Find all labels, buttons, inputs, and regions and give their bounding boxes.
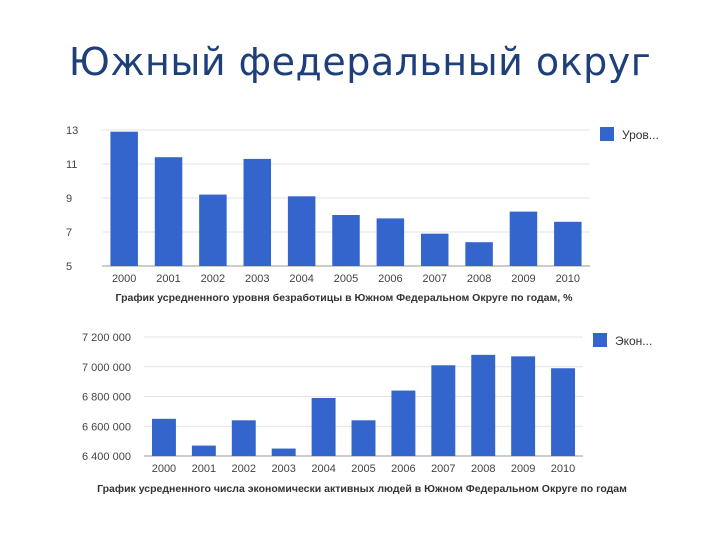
x-tick-label: 2001 <box>192 463 216 475</box>
y-tick-label: 7 200 000 <box>82 332 131 344</box>
y-tick-label: 7 000 000 <box>82 362 131 374</box>
bar <box>465 242 493 266</box>
bar <box>351 420 376 456</box>
x-tick-label: 2009 <box>511 273 535 285</box>
bar <box>376 218 405 266</box>
legend-label: Экон... <box>615 334 652 348</box>
x-tick-label: 2009 <box>511 463 535 475</box>
bar <box>231 420 256 456</box>
chart-caption: График усредненного числа экономически а… <box>97 483 627 495</box>
x-tick-label: 2007 <box>422 273 446 285</box>
legend-label: Уров... <box>622 128 659 142</box>
x-tick-label: 2002 <box>201 273 225 285</box>
bar <box>391 390 416 456</box>
chart-caption: График усредненного уровня безработицы в… <box>116 292 574 304</box>
x-tick-label: 2008 <box>467 273 491 285</box>
slide-title: Южный федеральный округ <box>68 40 652 84</box>
active-population-chart: 7 200 000 7 000 000 6 800 000 6 600 000 6 40… <box>82 332 652 495</box>
x-tick-label: 2003 <box>271 463 295 475</box>
legend-swatch <box>600 127 614 141</box>
x-tick-label: 2008 <box>471 463 495 475</box>
x-tick-label: 2006 <box>378 273 402 285</box>
x-tick-label: 2005 <box>351 463 375 475</box>
bar <box>551 368 576 456</box>
x-tick-label: 2004 <box>289 273 313 285</box>
y-tick-label: 7 <box>66 227 72 239</box>
unemployment-chart: 13 11 9 7 5 2000 2001 2002 2003 2004 2005 2006 2007 2… <box>66 125 659 304</box>
x-tick-label: 2000 <box>112 273 136 285</box>
bar <box>471 354 496 456</box>
x-tick-label: 2010 <box>551 463 575 475</box>
x-tick-label: 2006 <box>391 463 415 475</box>
bar <box>271 448 296 456</box>
y-tick-label: 6 400 000 <box>82 451 131 463</box>
x-tick-label: 2001 <box>156 273 180 285</box>
y-tick-label: 13 <box>66 125 78 137</box>
x-tick-label: 2007 <box>431 463 455 475</box>
bar <box>509 211 538 266</box>
bar <box>199 194 227 266</box>
bar <box>431 365 456 456</box>
y-tick-label: 6 800 000 <box>82 392 131 404</box>
y-tick-label: 5 <box>66 261 72 273</box>
bar <box>154 157 183 266</box>
x-tick-label: 2005 <box>334 273 358 285</box>
x-tick-label: 2004 <box>311 463 335 475</box>
bar <box>511 356 536 456</box>
y-tick-label: 9 <box>66 193 72 205</box>
y-tick-label: 6 600 000 <box>82 421 131 433</box>
bar <box>311 397 336 456</box>
x-tick-label: 2010 <box>556 273 580 285</box>
bar <box>332 215 360 266</box>
bar <box>287 196 316 266</box>
bar <box>151 418 176 456</box>
bar <box>243 158 272 266</box>
x-tick-label: 2000 <box>152 463 176 475</box>
x-tick-label: 2002 <box>232 463 256 475</box>
x-tick-label: 2003 <box>245 273 269 285</box>
y-tick-label: 11 <box>66 159 77 171</box>
bar <box>110 131 138 266</box>
bar <box>191 445 216 456</box>
bar <box>420 233 449 266</box>
bar <box>554 221 582 266</box>
legend-swatch <box>593 333 607 347</box>
